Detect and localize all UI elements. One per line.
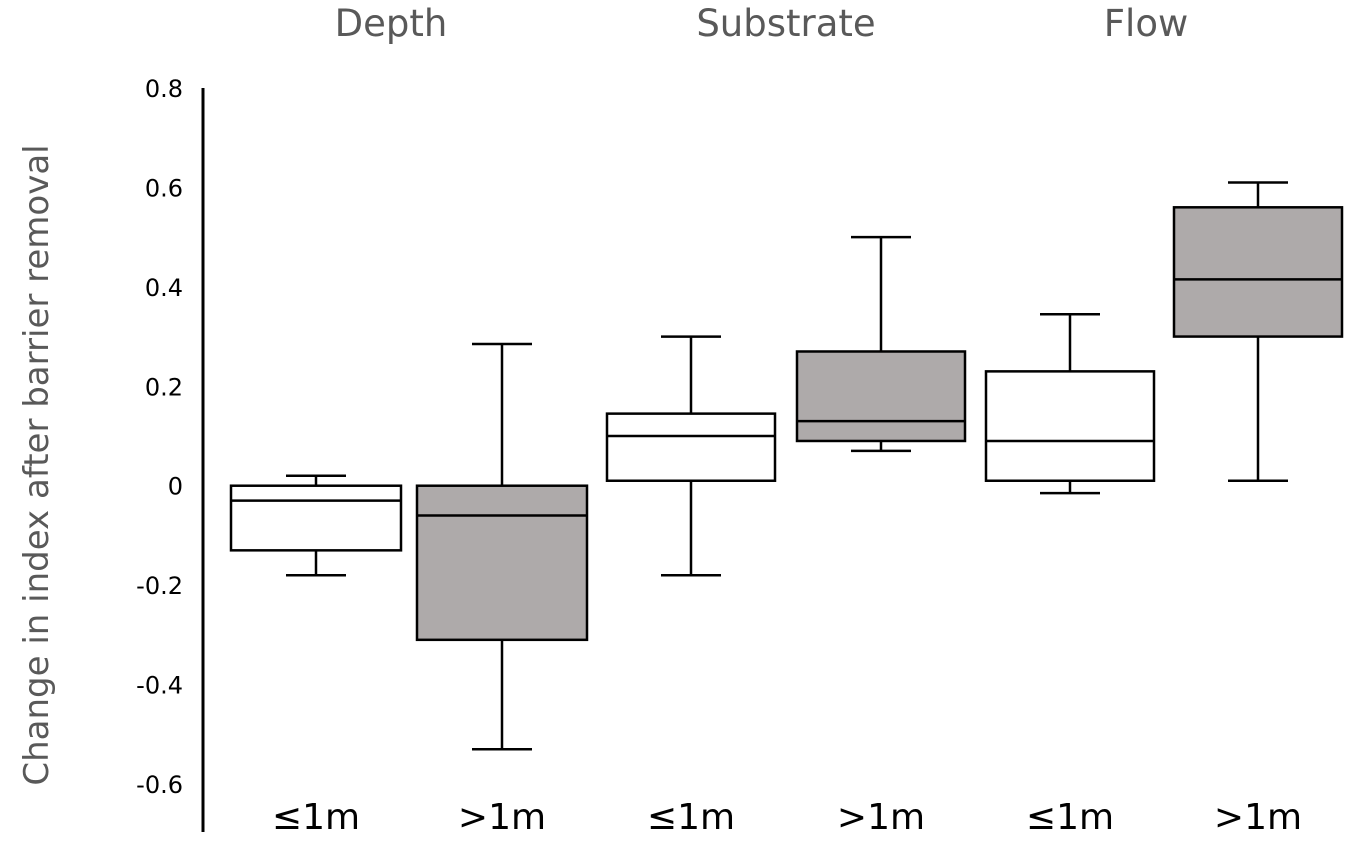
y-tick-label: 0.8 (145, 75, 183, 103)
iqr-box (229, 484, 403, 552)
y-tick-label: 0.6 (145, 174, 183, 202)
y-tick-labels: 0.8 0.6 0.4 0.2 0 -0.2 -0.4 -0.6 (136, 75, 183, 799)
iqr-box (415, 484, 589, 642)
box-depth-gt1m (415, 342, 589, 751)
y-tick-label: -0.2 (136, 572, 183, 600)
y-tick-label: -0.4 (136, 672, 183, 700)
y-tick-label: 0.4 (145, 274, 183, 302)
category-label: >1m (1214, 797, 1302, 838)
box-substrate-gt1m (795, 235, 967, 453)
boxes (229, 181, 1344, 751)
category-label: >1m (837, 797, 925, 838)
box-flow-gt1m (1172, 181, 1344, 482)
box-substrate-le1m (605, 335, 777, 577)
y-axis-label: Change in index after barrier removal (17, 144, 57, 785)
category-label: ≤1m (272, 797, 360, 838)
category-label: ≤1m (1026, 797, 1114, 838)
iqr-box (605, 412, 777, 482)
box-depth-le1m (229, 474, 403, 577)
iqr-box (795, 350, 967, 443)
category-labels: ≤1m >1m ≤1m >1m ≤1m >1m (272, 797, 1302, 838)
panel-title-depth: Depth (335, 2, 448, 45)
box-flow-le1m (984, 312, 1156, 495)
y-tick-label: 0 (168, 473, 183, 501)
category-label: ≤1m (647, 797, 735, 838)
panel-titles: Depth Substrate Flow (335, 2, 1189, 45)
iqr-box (1172, 206, 1344, 338)
y-tick-label: 0.2 (145, 373, 183, 401)
iqr-box (984, 370, 1156, 482)
panel-title-flow: Flow (1104, 2, 1188, 45)
panel-title-substrate: Substrate (696, 2, 875, 45)
y-tick-label: -0.6 (136, 771, 183, 799)
category-label: >1m (458, 797, 546, 838)
